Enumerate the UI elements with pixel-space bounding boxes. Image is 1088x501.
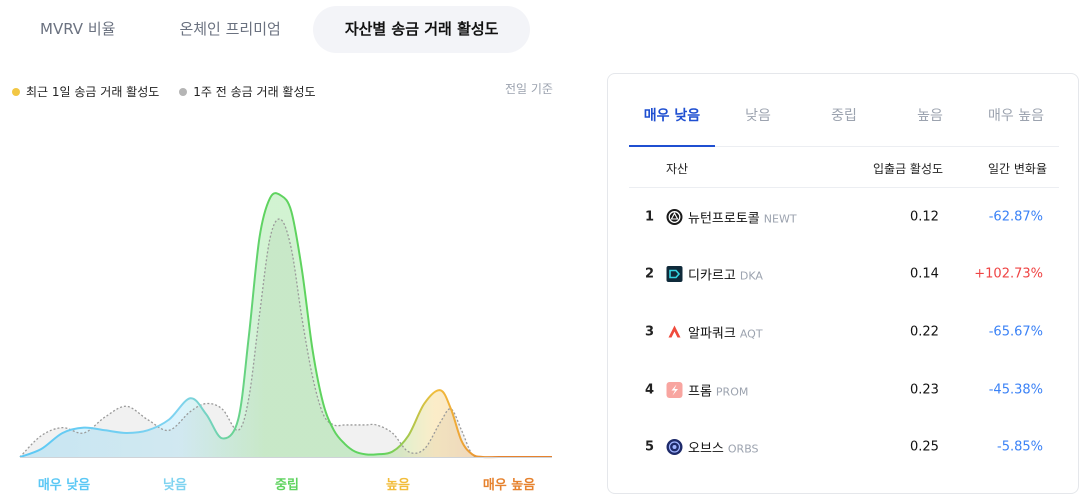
activity-chart: 매우 낮음 낮음 중립 높음 매우 높음 (0, 100, 570, 500)
asset-name-text: 프롬 (688, 384, 712, 400)
top-tabs: MVRV 비율 온체인 프리미엄 자산별 송금 거래 활성도 (8, 6, 531, 53)
table-row[interactable]: 1 뉴턴프로토콜 NEWT 0.12 -62.87% (629, 188, 1059, 246)
asset-name[interactable]: 디카르고 DKA (688, 265, 763, 284)
level-tab-high[interactable]: 높음 (917, 108, 943, 124)
legend-previous-label: 1주 전 송금 거래 활성도 (193, 85, 316, 99)
asset-name[interactable]: 뉴턴프로토콜 NEWT (688, 207, 797, 226)
current-day-line (19, 192, 552, 459)
activity-value: 0.12 (910, 209, 939, 225)
table-header: 자산 입출금 활성도 일간 변화율 (629, 148, 1059, 188)
daily-change: -45.38% (988, 382, 1043, 398)
asset-name-text: 알파쿼크 (688, 326, 736, 342)
table-row[interactable]: 5 오브스 ORBS 0.25 -5.85% (629, 418, 1059, 476)
aqt-icon (666, 323, 683, 340)
asset-name[interactable]: 프롬 PROM (688, 380, 748, 399)
asset-symbol: AQT (739, 327, 763, 341)
legend-previous[interactable]: 1주 전 송금 거래 활성도 (179, 83, 316, 100)
level-tab-very-low[interactable]: 매우 낮음 (629, 94, 715, 147)
legend-current[interactable]: 최근 1일 송금 거래 활성도 (12, 83, 159, 100)
dka-icon (666, 266, 683, 283)
rank-number: 1 (645, 209, 655, 225)
level-tab-very-high[interactable]: 매우 높음 (988, 108, 1044, 124)
tab-onchain-premium[interactable]: 온체인 프리미엄 (179, 20, 281, 38)
rank-number: 2 (645, 266, 655, 282)
basis-label: 전일 기준 (505, 82, 553, 96)
daily-change: -5.85% (997, 439, 1043, 455)
level-tab-neutral[interactable]: 중립 (831, 108, 857, 124)
activity-chart-svg (19, 192, 552, 459)
current-day-area (20, 193, 552, 458)
chart-legend: 최근 1일 송금 거래 활성도 1주 전 송금 거래 활성도 (12, 83, 316, 100)
asset-symbol: NEWT (763, 212, 797, 226)
tab-mvrv[interactable]: MVRV 비율 (40, 20, 116, 38)
activity-level-tabs: 매우 낮음 낮음 중립 높음 매우 높음 (629, 94, 1059, 147)
legend-current-label: 최근 1일 송금 거래 활성도 (26, 85, 160, 99)
newt-icon (666, 208, 683, 225)
activity-value: 0.23 (910, 382, 939, 398)
rank-number: 5 (645, 439, 655, 455)
tab-transfer-activity[interactable]: 자산별 송금 거래 활성도 (312, 6, 531, 53)
asset-name[interactable]: 오브스 ORBS (688, 438, 759, 457)
asset-name-text: 뉴턴프로토콜 (688, 211, 760, 227)
x-tick-label: 높음 (386, 478, 410, 493)
x-tick-label: 중립 (275, 478, 299, 493)
x-tick-label: 매우 높음 (482, 478, 536, 493)
activity-value: 0.22 (910, 324, 939, 340)
asset-ranking-panel: 매우 낮음 낮음 중립 높음 매우 높음 자산 입출금 활성도 일간 변화율 1… (607, 73, 1079, 494)
activity-value: 0.14 (910, 266, 939, 282)
table-row[interactable]: 2 디카르고 DKA 0.14 +102.73% (629, 246, 1059, 304)
asset-name-text: 오브스 (688, 441, 724, 457)
rank-number: 4 (645, 382, 655, 398)
header-asset: 자산 (666, 162, 689, 176)
table-row[interactable]: 4 프롬 PROM 0.23 -45.38% (629, 361, 1059, 419)
daily-change: -62.87% (988, 209, 1043, 225)
asset-table-body: 1 뉴턴프로토콜 NEWT 0.12 -62.87% 2 디카르고 DKA 0.14 +102.7… (629, 188, 1059, 476)
asset-symbol: PROM (715, 385, 749, 399)
daily-change: -65.67% (988, 324, 1043, 340)
daily-change: +102.73% (974, 266, 1043, 282)
x-tick-label: 낮음 (163, 478, 187, 493)
legend-current-dot (12, 87, 20, 96)
table-row[interactable]: 3 알파쿼크 AQT 0.22 -65.67% (629, 303, 1059, 361)
previous-week-line (19, 218, 552, 458)
asset-name-text: 디카르고 (688, 268, 736, 284)
header-change[interactable]: 일간 변화율 (987, 162, 1047, 176)
rank-number: 3 (645, 324, 655, 340)
header-activity[interactable]: 입출금 활성도 (873, 162, 944, 176)
orbs-icon (666, 439, 683, 456)
activity-value: 0.25 (910, 439, 939, 455)
prom-icon (666, 381, 683, 398)
legend-previous-dot (179, 87, 188, 96)
x-tick-label: 매우 낮음 (37, 478, 91, 493)
asset-symbol: DKA (739, 269, 763, 283)
asset-name[interactable]: 알파쿼크 AQT (688, 322, 763, 341)
asset-symbol: ORBS (727, 442, 759, 456)
level-tab-low[interactable]: 낮음 (745, 108, 771, 124)
